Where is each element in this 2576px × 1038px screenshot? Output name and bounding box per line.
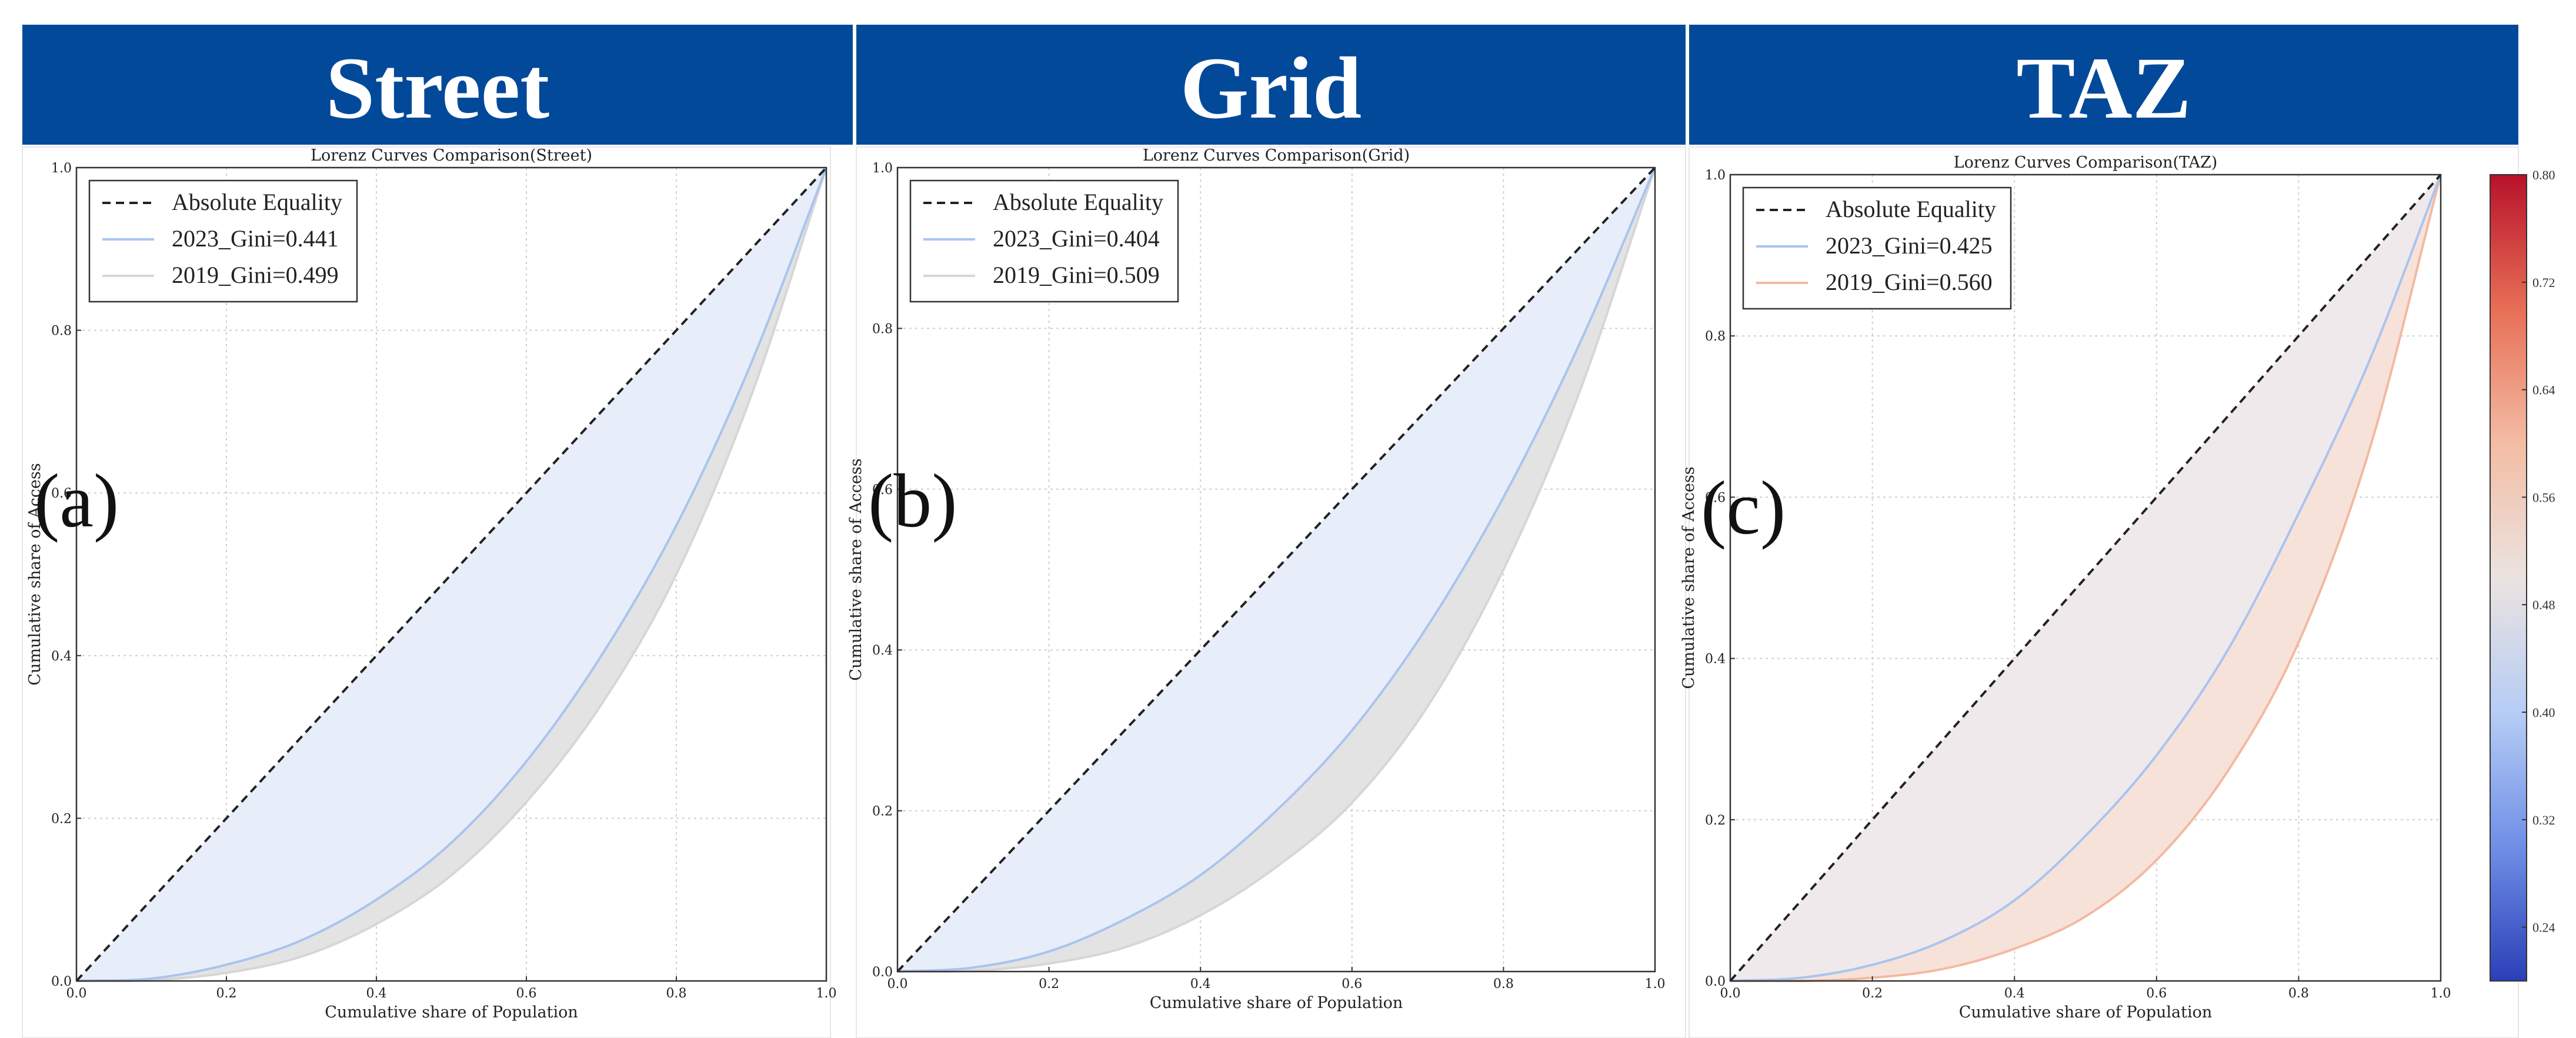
y-tick-label: 1.0 <box>1705 168 1726 183</box>
x-tick-label: 0.4 <box>2004 986 2025 1001</box>
series-line-2019 <box>1730 174 2442 982</box>
colorbar-tick-label: 0.48 <box>2532 598 2555 612</box>
y-axis-label: Cumulative share of Access <box>847 458 865 680</box>
series-line-2019 <box>76 167 827 982</box>
y-tick-label: 0.2 <box>51 812 72 826</box>
x-tick-label: 0.0 <box>66 986 87 1001</box>
legend-label: 2019_Gini=0.560 <box>1826 269 1993 295</box>
x-tick-label: 1.0 <box>816 986 837 1001</box>
header-title: TAZ <box>2016 39 2191 137</box>
header-street: Street <box>22 25 853 145</box>
series-line-absolute-equality <box>1729 173 2442 982</box>
header-grid: Grid <box>856 25 1686 145</box>
x-axis-label: Cumulative share of Population <box>325 1003 578 1022</box>
panel-letter: (a) <box>34 459 119 543</box>
legend-label: Absolute Equality <box>993 189 1163 215</box>
x-tick-label: 0.6 <box>1342 977 1362 992</box>
area-2023-to-2019 <box>1730 175 2441 981</box>
y-tick-label: 0.6 <box>1705 490 1726 505</box>
panel-letter: (b) <box>868 459 957 543</box>
y-axis-label: Cumulative share of Access <box>1680 466 1698 689</box>
y-tick-label: 0.0 <box>51 974 72 989</box>
x-axis-label: Cumulative share of Population <box>1150 994 1403 1012</box>
chart-title: Lorenz Curves Comparison(TAZ) <box>1954 153 2218 172</box>
y-tick-label: 0.4 <box>51 649 72 664</box>
y-tick-label: 0.8 <box>51 324 72 339</box>
chart-panel-street: Lorenz Curves Comparison(Street) 0.0 0.2 0.… <box>22 146 837 1038</box>
y-tick-label: 0.8 <box>872 322 893 336</box>
colorbar-tick-label: 0.24 <box>2532 920 2555 935</box>
x-tick-label: 0.2 <box>216 986 237 1001</box>
legend-label: 2023_Gini=0.425 <box>1826 232 1993 259</box>
x-tick-label: 0.0 <box>887 977 908 992</box>
x-tick-label: 0.8 <box>666 986 687 1001</box>
colorbar-gradient <box>2490 174 2527 982</box>
legend-box <box>1742 186 2012 310</box>
plot-area-border <box>1729 173 2442 982</box>
y-axis-label: Cumulative share of Access <box>26 463 44 685</box>
series-line-2023 <box>1730 174 2442 982</box>
x-tick-label: 0.2 <box>1862 986 1883 1001</box>
legend-label: 2023_Gini=0.441 <box>172 225 339 252</box>
legend-label: 2019_Gini=0.509 <box>993 262 1160 288</box>
x-tick-label: 1.0 <box>2431 986 2451 1001</box>
panel-letter: (c) <box>1701 466 1786 550</box>
x-axis-label: Cumulative share of Population <box>1959 1003 2213 1022</box>
legend-label: Absolute Equality <box>172 189 342 215</box>
colorbar-tick-label: 0.64 <box>2532 383 2555 398</box>
x-tick-label: 0.6 <box>516 986 537 1001</box>
header-taz: TAZ <box>1689 25 2518 145</box>
x-tick-label: 0.2 <box>1039 977 1059 992</box>
plot-area-border <box>896 166 1656 973</box>
y-tick-label: 0.4 <box>872 643 893 658</box>
y-tick-label: 0.2 <box>872 805 893 819</box>
chart-panel-grid: Lorenz Curves Comparison(Grid) 0.0 0.2 0.4 0… <box>847 146 1686 1038</box>
y-tick-label: 0.8 <box>1705 329 1726 344</box>
legend-label: 2023_Gini=0.404 <box>993 225 1160 252</box>
x-tick-label: 0.8 <box>1493 977 1514 992</box>
series-line-2023 <box>897 167 1656 973</box>
y-tick-label: 0.6 <box>872 483 893 498</box>
colorbar-tick-label: 0.56 <box>2532 490 2555 505</box>
legend-box <box>88 179 358 303</box>
y-tick-label: 1.0 <box>51 161 72 176</box>
y-tick-label: 0.2 <box>1705 813 1726 828</box>
x-tick-label: 1.0 <box>1645 977 1666 992</box>
chart-title: Lorenz Curves Comparison(Street) <box>311 146 592 165</box>
x-tick-label: 0.6 <box>2146 986 2167 1001</box>
series-line-absolute-equality <box>896 166 1656 973</box>
y-tick-label: 0.6 <box>51 486 72 501</box>
x-tick-label: 0.4 <box>366 986 387 1001</box>
x-tick-label: 0.0 <box>1720 986 1741 1001</box>
plot-area-border <box>75 166 827 982</box>
header-bar <box>22 25 853 145</box>
chart-title: Lorenz Curves Comparison(Grid) <box>1143 146 1410 165</box>
series-line-2023 <box>76 167 827 982</box>
y-tick-label: 0.0 <box>1705 974 1726 989</box>
header-title: Grid <box>1180 39 1362 137</box>
header-title: Street <box>326 39 549 137</box>
series-line-absolute-equality <box>75 166 827 982</box>
y-tick-label: 1.0 <box>872 161 893 176</box>
header-bar <box>856 25 1686 145</box>
colorbar-tick-label: 0.32 <box>2532 813 2555 827</box>
legend-box <box>909 179 1179 303</box>
x-tick-label: 0.4 <box>1190 977 1211 992</box>
series-line-2019 <box>897 167 1656 973</box>
y-tick-label: 0.4 <box>1705 652 1726 667</box>
x-tick-label: 0.8 <box>2288 986 2309 1001</box>
legend-label: Absolute Equality <box>1826 196 1996 222</box>
colorbar-tick-label: 0.40 <box>2532 705 2555 720</box>
colorbar: 0.24 0.32 0.40 0.48 0.56 0.64 0.72 0.80 <box>2490 168 2555 982</box>
colorbar-tick-label: 0.80 <box>2532 168 2555 182</box>
y-tick-label: 0.0 <box>872 965 893 980</box>
legend-label: 2019_Gini=0.499 <box>172 262 339 288</box>
chart-panel-taz: Lorenz Curves Comparison(TAZ) 0.0 0.2 0.4 0.… <box>1680 146 2519 1038</box>
header-bar <box>1689 25 2518 145</box>
colorbar-tick-label: 0.72 <box>2532 275 2555 290</box>
